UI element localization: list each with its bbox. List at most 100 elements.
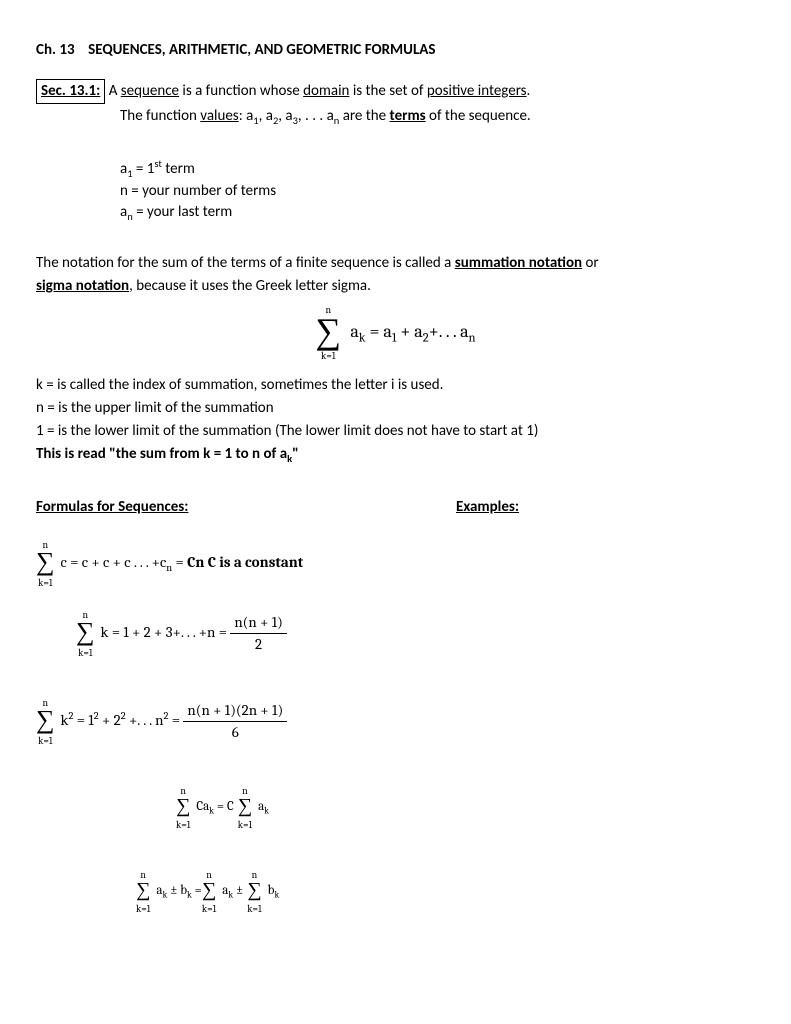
text: " — [292, 445, 299, 463]
def-term-terms: terms — [390, 107, 426, 125]
sigma-lower: k=1 — [247, 902, 261, 916]
denominator: 6 — [183, 722, 287, 743]
text: = a — [365, 321, 391, 342]
text: = C — [214, 799, 234, 814]
section-headers: Formulas for Sequences: Examples: — [36, 497, 755, 518]
text: a — [350, 321, 358, 342]
explain-one: 1 = is the lower limit of the summation … — [36, 421, 755, 442]
term-an: an = your last term — [120, 202, 755, 225]
sigma-symbol: n ∑ k=1 — [238, 784, 252, 832]
term-summation-notation: summation notation — [455, 254, 582, 272]
def-text: A — [109, 82, 121, 100]
term-definitions: a1 = 1st term n = your number of terms a… — [120, 157, 755, 225]
text: = 1 — [133, 160, 155, 178]
text: = your last term — [133, 203, 233, 221]
header-formulas: Formulas for Sequences: — [36, 497, 456, 518]
sigma-glyph: ∑ — [315, 311, 341, 351]
def-term-sequence: sequence — [121, 82, 179, 100]
text: +. . . a — [429, 321, 469, 342]
sigma-lower: k=1 — [238, 818, 252, 832]
formula-body: ak ± bk = — [156, 882, 201, 902]
formula-body: k = 1 + 2 + 3+. . . +n = n(n + 1) 2 — [101, 612, 287, 655]
text: = — [192, 883, 202, 898]
sigma-symbol: n ∑ k=1 — [247, 868, 261, 916]
def-text: . — [527, 82, 531, 100]
subscript: k — [264, 806, 269, 816]
text: or — [582, 254, 599, 272]
sigma-symbol: n ∑ k=1 — [315, 303, 341, 363]
sigma-glyph: ∑ — [247, 879, 261, 901]
sigma-glyph: ∑ — [238, 795, 252, 817]
formula-body: Cak = C — [196, 798, 233, 818]
chapter-title: Ch. 13 SEQUENCES, ARITHMETIC, AND GEOMET… — [36, 40, 755, 61]
sigma-lower: k=1 — [176, 818, 190, 832]
sigma-glyph: ∑ — [36, 705, 55, 734]
formula-note: C is a constant — [204, 553, 303, 571]
sigma-glyph: ∑ — [176, 795, 190, 817]
sigma-lower: k=1 — [202, 902, 216, 916]
numerator: n(n + 1)(2n + 1) — [183, 700, 287, 722]
text: = — [168, 711, 183, 729]
text: , because it uses the Greek letter sigma… — [129, 277, 371, 295]
text: ± — [233, 883, 243, 898]
def-text: , a — [278, 107, 292, 125]
sigma-glyph: ∑ — [76, 617, 95, 646]
text: ± b — [167, 883, 187, 898]
sigma-lower: k=1 — [36, 734, 55, 748]
explain-n: n = is the upper limit of the summation — [36, 398, 755, 419]
def-text: is the set of — [349, 82, 426, 100]
text: c = c + c + c . . . +c — [61, 553, 167, 571]
text: Ca — [196, 799, 209, 814]
def-text: , a — [259, 107, 273, 125]
formula-sum-k: n ∑ k=1 k = 1 + 2 + 3+. . . +n = n(n + 1… — [76, 608, 755, 660]
superscript: st — [154, 157, 162, 170]
chapter-heading: SEQUENCES, ARITHMETIC, AND GEOMETRIC FOR… — [88, 41, 435, 59]
fraction: n(n + 1) 2 — [230, 612, 287, 655]
sigma-symbol: n ∑ k=1 — [76, 608, 95, 660]
sigma-lower: k=1 — [36, 576, 55, 590]
def-term-values: values — [200, 107, 238, 125]
explain-k: k = is called the index of summation, so… — [36, 375, 755, 396]
text: + 2 — [99, 711, 121, 729]
sigma-lower: k=1 — [315, 349, 341, 363]
term-n: n = your number of terms — [120, 181, 755, 202]
def-text: are the — [339, 107, 389, 125]
section-definition-line1: Sec. 13.1: A sequence is a function whos… — [36, 79, 755, 104]
def-term-positive-integers: positive integers — [427, 82, 527, 100]
sigma-lower: k=1 — [76, 646, 95, 660]
text: +. . . n — [126, 711, 164, 729]
sigma-lower: k=1 — [136, 902, 150, 916]
text: = — [172, 553, 187, 571]
formula-constant-sum: n ∑ k=1 c = c + c + c . . . +cn = Cn C i… — [36, 538, 755, 590]
formula-constant-multiple: n ∑ k=1 Cak = C n ∑ k=1 ak — [176, 784, 755, 832]
def-text: : a — [239, 107, 254, 125]
text: term — [162, 160, 195, 178]
sigma-symbol: n ∑ k=1 — [36, 696, 55, 748]
sigma-symbol: n ∑ k=1 — [202, 868, 216, 916]
subscript: k — [274, 890, 279, 900]
def-text: of the sequence. — [426, 107, 531, 125]
term-sigma-notation: sigma notation — [36, 277, 129, 295]
def-term-domain: domain — [303, 82, 349, 100]
section-label-box: Sec. 13.1: — [36, 79, 105, 104]
formula-body: ak — [258, 798, 269, 818]
section-definition-line2: The function values: a1, a2, a3, . . . a… — [120, 106, 755, 129]
subscript: n — [469, 331, 476, 345]
formula-sum-difference: n ∑ k=1 ak ± bk = n ∑ k=1 ak ± n ∑ k=1 b… — [136, 868, 755, 916]
formula-body: c = c + c + c . . . +cn = Cn C is a cons… — [61, 552, 304, 576]
text: The notation for the sum of the terms of… — [36, 254, 455, 272]
sigma-body: ak = a1 + a2+. . . an — [350, 321, 475, 342]
text: = 1 — [73, 711, 93, 729]
sigma-glyph: ∑ — [136, 879, 150, 901]
notation-paragraph: The notation for the sum of the terms of… — [36, 253, 755, 274]
text: This is read "the sum from k = 1 to n of… — [36, 445, 287, 463]
text: + a — [396, 321, 422, 342]
chapter-label: Ch. 13 — [36, 41, 75, 59]
term-a1: a1 = 1st term — [120, 157, 755, 182]
def-text: The function — [120, 107, 200, 125]
def-text: is a function whose — [179, 82, 303, 100]
header-examples: Examples: — [456, 497, 519, 518]
formula-body: bk — [268, 882, 280, 902]
fraction: n(n + 1)(2n + 1) 6 — [183, 700, 287, 743]
sigma-symbol: n ∑ k=1 — [36, 538, 55, 590]
